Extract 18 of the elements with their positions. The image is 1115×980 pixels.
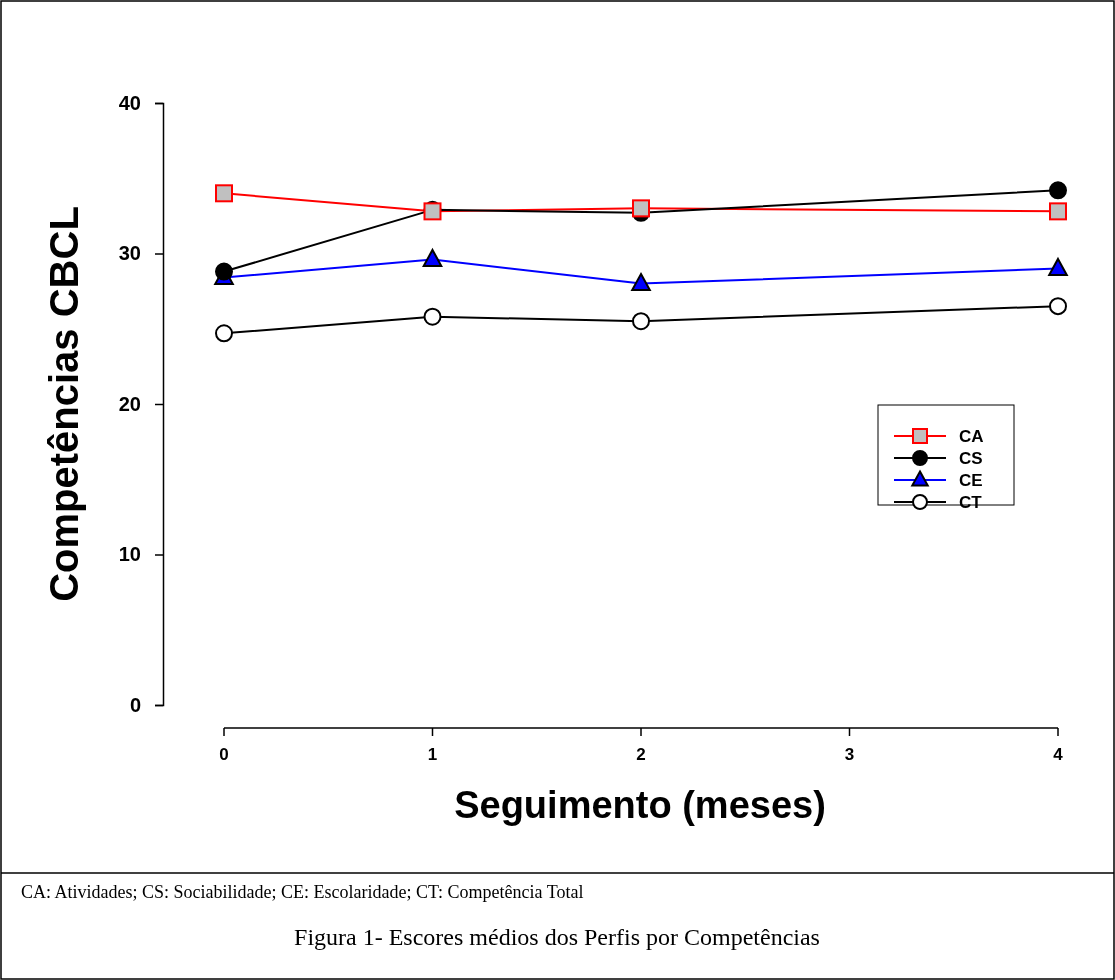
y-tick-label: 40 xyxy=(118,91,141,114)
legend-label: CA xyxy=(959,426,984,446)
text: CA: Atividades; CS: Sociabilidade; CE: Escolaridade; CT: Competência Total xyxy=(21,882,584,902)
x-axis-title: Seguimento (meses) xyxy=(454,784,826,826)
legend-label: CT xyxy=(959,492,983,512)
text: Figura 1- Escores médios dos Perfis por Competências xyxy=(294,924,820,950)
y-tick-label: 10 xyxy=(118,543,141,566)
x-tick-label: 4 xyxy=(1053,745,1064,764)
x-tick-label: 3 xyxy=(844,745,855,764)
x-tick-label: 2 xyxy=(636,745,646,764)
y-tick-label: 0 xyxy=(129,693,141,716)
y-axis-title: Competências CBCL xyxy=(42,206,86,602)
legend-label: CE xyxy=(959,470,983,490)
y-tick-label: 20 xyxy=(118,392,141,415)
x-tick-label: 1 xyxy=(427,745,438,764)
legend-label: CS xyxy=(959,448,983,468)
x-tick-label: 0 xyxy=(219,745,229,764)
y-tick-label: 30 xyxy=(118,242,141,265)
